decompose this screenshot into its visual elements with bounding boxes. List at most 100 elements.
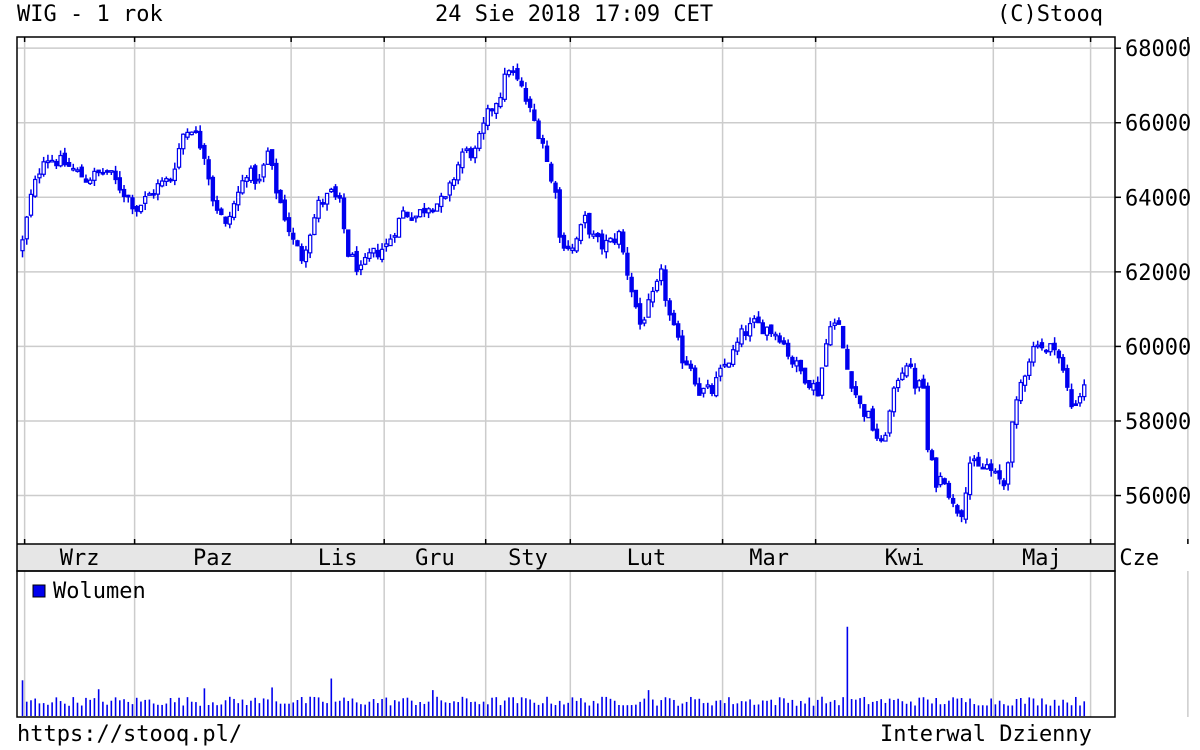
candle-body	[485, 108, 491, 126]
candle-body	[83, 178, 89, 183]
candle-body	[413, 215, 419, 219]
candle-body	[409, 217, 414, 221]
candle-body	[337, 195, 342, 199]
candle-body	[1077, 396, 1083, 404]
candle-body	[891, 387, 897, 413]
candle-body	[24, 216, 29, 240]
candle-body	[379, 248, 385, 261]
candle-body	[1010, 421, 1015, 463]
candle-body	[231, 203, 237, 218]
candle-body	[870, 408, 875, 431]
y-tick-label: 62000	[1125, 261, 1191, 286]
candle-body	[392, 235, 397, 238]
candle-body	[769, 324, 774, 335]
candle-body	[938, 475, 943, 486]
candle-body	[45, 160, 51, 164]
candle-body	[680, 335, 685, 364]
candle-body	[862, 404, 867, 417]
candle-body	[976, 456, 981, 467]
candle-body	[735, 341, 740, 352]
month-band-bg	[17, 544, 1115, 571]
month-axis-band: WrzPazLisGruStyLutMarKwiMajCzeLipSie	[17, 37, 1189, 571]
candle-body	[544, 145, 550, 163]
candle-body	[362, 256, 368, 265]
volume-legend-label: Wolumen	[53, 579, 146, 604]
candle-body	[62, 152, 68, 166]
candle-body	[396, 217, 402, 238]
candle-body	[1018, 381, 1023, 402]
candle-body	[853, 386, 859, 396]
candle-body	[519, 80, 524, 87]
candle-body	[1001, 480, 1007, 487]
plot-frames	[16, 36, 1116, 718]
month-label: Maj	[1022, 546, 1062, 571]
candle-body	[384, 243, 389, 248]
candle-body	[354, 250, 359, 272]
candle-body	[722, 363, 727, 367]
candle-body	[684, 360, 689, 366]
candle-body	[540, 138, 546, 144]
candle-body	[1069, 389, 1074, 408]
candle-body	[921, 378, 926, 389]
candle-body	[481, 122, 486, 134]
candle-body	[151, 192, 156, 196]
candle-body	[1035, 344, 1040, 348]
candle-body	[341, 197, 347, 230]
source-url[interactable]: https://stooq.pl/	[17, 722, 243, 747]
candle-body	[299, 246, 304, 262]
month-label: Lis	[318, 546, 358, 571]
candle-body	[1022, 375, 1028, 386]
candle-body	[456, 164, 461, 181]
candle-body	[37, 173, 42, 179]
candle-body	[756, 316, 761, 324]
candle-body	[895, 379, 901, 389]
candle-body	[955, 505, 960, 514]
candle-body	[667, 300, 672, 316]
candle-body	[857, 395, 863, 405]
candle-body	[1014, 399, 1019, 425]
candle-body	[553, 182, 558, 193]
candle-body	[320, 202, 326, 205]
candle-body	[197, 130, 203, 149]
candle-body	[41, 161, 46, 175]
candle-body	[1048, 343, 1053, 353]
candle-body	[714, 377, 719, 397]
candle-body	[121, 188, 127, 198]
candle-body	[1039, 342, 1045, 349]
candle-body	[426, 208, 431, 214]
candle-body	[210, 176, 216, 202]
candle-body	[33, 178, 38, 197]
candle-body	[434, 203, 440, 212]
candle-body	[261, 164, 266, 178]
candle-body	[498, 97, 503, 108]
candle-body	[269, 149, 275, 166]
candle-body	[489, 108, 495, 112]
candle-body	[879, 438, 884, 442]
candle-body	[206, 159, 211, 180]
candle-body	[227, 215, 232, 225]
candle-body	[401, 210, 406, 219]
month-label: Mar	[749, 546, 789, 571]
candle-body	[350, 253, 355, 257]
candle-body	[824, 343, 829, 367]
candle-body	[587, 212, 592, 235]
candle-body	[307, 234, 313, 254]
candle-body	[972, 458, 977, 462]
y-tick-label: 66000	[1125, 112, 1191, 137]
candle-body	[819, 367, 825, 396]
candle-body	[663, 269, 668, 301]
candle-body	[49, 159, 55, 163]
candle-body	[375, 249, 381, 258]
candle-body	[988, 463, 994, 471]
candle-body	[451, 179, 457, 186]
candle-body	[430, 209, 436, 213]
candle-body	[176, 147, 182, 168]
candle-body	[75, 169, 80, 172]
candle-body	[147, 193, 152, 196]
candle-body	[510, 70, 516, 73]
candle-body	[959, 510, 964, 518]
candle-body	[773, 333, 778, 337]
candle-body	[730, 349, 736, 365]
candle-body	[688, 363, 694, 369]
candle-body	[980, 466, 985, 470]
